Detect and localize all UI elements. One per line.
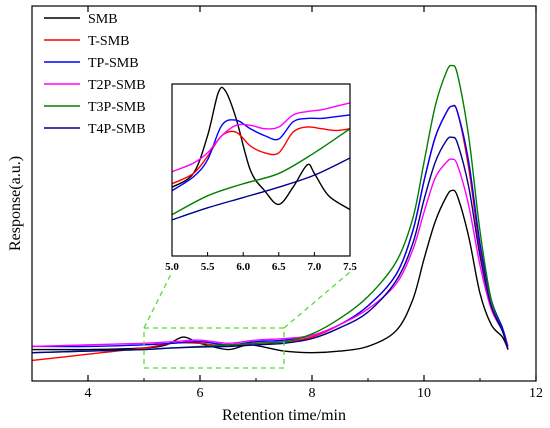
x-axis-title: Retention time/min — [222, 407, 346, 424]
zoom-connector-right — [283, 271, 351, 329]
main-axes: 4 6 8 10 12 — [31, 5, 543, 401]
series-line-tp-smb — [32, 104, 509, 348]
inset-plot: 5.0 5.5 6.0 6.5 7.0 7.5 — [165, 83, 357, 273]
inset-x-tick-label: 6.0 — [236, 261, 250, 273]
legend-label: TP-SMB — [88, 56, 139, 71]
legend-item-t2p-smb: T2P-SMB — [44, 78, 146, 93]
inset-x-tick-label: 7.0 — [308, 261, 322, 273]
inset-x-tick-label: 5.0 — [165, 261, 179, 273]
inset-series-line-t4p-smb — [172, 157, 350, 221]
x-tick-label: 10 — [417, 386, 431, 401]
legend-item-smb: SMB — [44, 12, 118, 27]
legend-item-t-smb: T-SMB — [44, 34, 130, 49]
legend-item-t3p-smb: T3P-SMB — [44, 100, 146, 115]
legend-label: T2P-SMB — [88, 78, 146, 93]
legend-label: SMB — [88, 12, 118, 27]
inset-x-tick-label: 7.5 — [343, 261, 357, 273]
series-line-t2p-smb — [32, 158, 509, 348]
legend-item-t4p-smb: T4P-SMB — [44, 122, 146, 137]
inset-lines — [172, 86, 350, 221]
inset-series-line-tp-smb — [172, 114, 350, 192]
main-plot-lines — [32, 64, 509, 362]
inset-x-tick-label: 5.5 — [201, 261, 215, 273]
legend: SMB T-SMB TP-SMB T2P-SMB T3P-SMB T4P-SMB — [44, 12, 146, 137]
legend-label: T4P-SMB — [88, 122, 146, 137]
legend-label: T3P-SMB — [88, 100, 146, 115]
legend-item-tp-smb: TP-SMB — [44, 56, 139, 71]
inset-frame — [171, 83, 351, 257]
y-axis-title: Response(a.u.) — [7, 156, 24, 251]
zoom-indicator — [143, 271, 351, 369]
inset-series-line-t-smb — [172, 126, 350, 185]
series-line-smb — [32, 189, 509, 354]
series-line-t4p-smb — [32, 136, 509, 354]
legend-label: T-SMB — [88, 34, 130, 49]
inset-series-line-smb — [172, 86, 350, 211]
x-tick-label: 12 — [529, 386, 543, 401]
inset-x-tick-label: 6.5 — [272, 261, 286, 273]
inset-series-line-t3p-smb — [172, 128, 350, 216]
x-tick-label: 8 — [309, 386, 316, 401]
plot-frame — [31, 5, 537, 382]
inset-series-line-t2p-smb — [172, 102, 350, 173]
x-tick-label: 6 — [197, 386, 204, 401]
zoom-connector-left — [143, 271, 173, 329]
x-tick-label: 4 — [85, 386, 92, 401]
